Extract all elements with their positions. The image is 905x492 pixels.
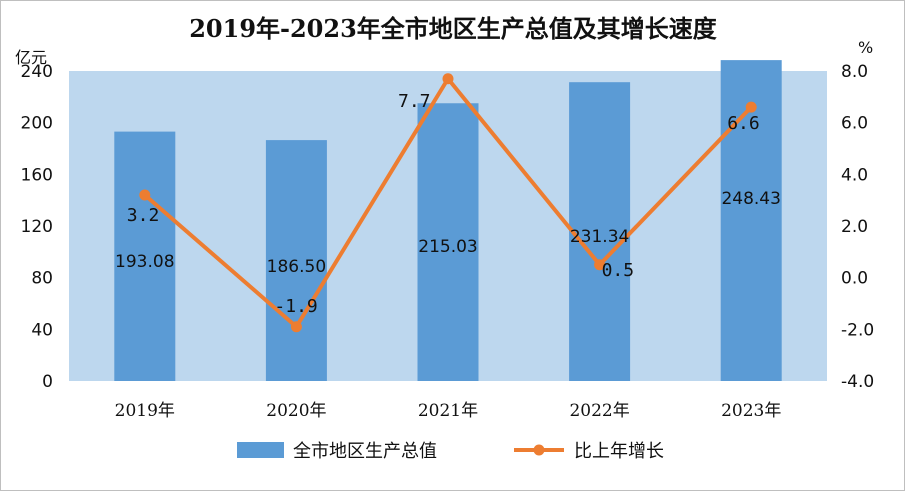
legend-bar-swatch <box>237 442 284 458</box>
right-tick-label: -4.0 <box>841 372 874 392</box>
left-axis-ticks: 0 40 80 120 160 200 240 <box>21 62 53 392</box>
bar-value-label-1: 186.50 <box>267 257 326 277</box>
bar-value-label-4: 248.43 <box>721 189 780 209</box>
right-tick-label: 2.0 <box>841 217 868 237</box>
legend: 全市地区生产总值 比上年增长 <box>237 441 664 462</box>
category-label-0: 2019年 <box>115 401 175 421</box>
left-tick-label: 0 <box>42 372 53 392</box>
right-tick-label: 6.0 <box>841 114 868 134</box>
bar-2 <box>417 103 479 381</box>
bar-1 <box>265 140 327 381</box>
chart-title: 2019年-2023年全市地区生产总值及其增长速度 <box>189 14 718 43</box>
bar-0 <box>114 131 176 381</box>
left-tick-label: 120 <box>21 217 53 237</box>
growth-point-0 <box>139 189 151 201</box>
growth-point-2 <box>442 73 454 85</box>
bar-value-label-2: 215.03 <box>418 237 477 257</box>
category-label-1: 2020年 <box>266 401 326 421</box>
category-label-2: 2021年 <box>418 401 478 421</box>
left-tick-label: 80 <box>31 269 53 289</box>
right-axis-unit: % <box>858 38 873 57</box>
right-axis-ticks: -4.0 -2.0 0.0 2.0 4.0 6.0 8.0 <box>841 62 874 392</box>
growth-value-label-0: 3.2 <box>127 205 160 226</box>
bar-4 <box>720 60 782 382</box>
right-tick-label: -2.0 <box>841 320 874 340</box>
left-tick-label: 240 <box>21 62 53 82</box>
legend-bar-label: 全市地区生产总值 <box>293 441 437 462</box>
line-series <box>139 73 757 333</box>
x-axis-categories: 2019年 2020年 2021年 2022年 2023年 <box>115 401 782 421</box>
bar-value-label-0: 193.08 <box>115 252 174 272</box>
bar-value-label-3: 231.34 <box>570 227 629 247</box>
category-label-4: 2023年 <box>721 401 781 421</box>
growth-point-1 <box>290 321 302 333</box>
right-tick-label: 0.0 <box>841 269 868 289</box>
legend-line-marker <box>533 444 545 456</box>
growth-value-label-1: -1.9 <box>274 296 317 317</box>
growth-value-label-2: 7.7 <box>398 91 431 112</box>
growth-value-label-4: 6.6 <box>727 113 760 134</box>
category-label-3: 2022年 <box>569 401 629 421</box>
bar-series <box>114 60 782 382</box>
left-tick-label: 160 <box>21 165 53 185</box>
left-axis-unit: 亿元 <box>15 48 47 67</box>
left-tick-label: 40 <box>31 320 53 340</box>
legend-line-label: 比上年增长 <box>574 441 664 462</box>
data-labels: 193.08 186.50 215.03 231.34 248.43 3.2 -1.9 7.7… <box>115 91 781 317</box>
growth-value-label-3: 0.5 <box>602 260 635 281</box>
growth-point-4 <box>745 101 757 113</box>
growth-point-3 <box>594 259 606 271</box>
left-tick-label: 200 <box>21 114 53 134</box>
right-tick-label: 4.0 <box>841 165 868 185</box>
bar-3 <box>569 82 631 381</box>
right-tick-label: 8.0 <box>841 62 868 82</box>
